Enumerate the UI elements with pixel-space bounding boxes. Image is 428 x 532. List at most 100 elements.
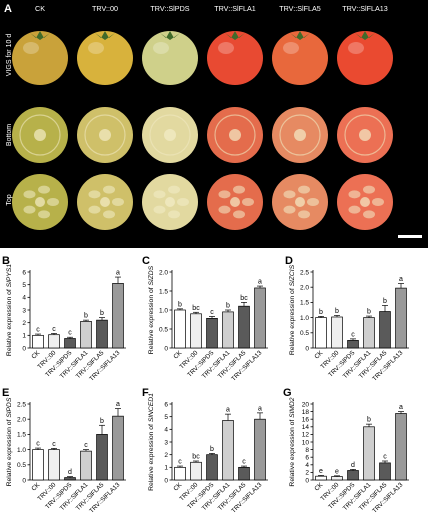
panel-letter-B: B xyxy=(2,255,10,267)
y-tick-label-5: 10 xyxy=(302,439,310,446)
bar-CK xyxy=(315,317,327,349)
significance-letter-4: c xyxy=(242,459,246,466)
y-tick-label-0: 0 xyxy=(305,345,309,352)
bar-CK xyxy=(174,309,186,349)
bar-TRV::SlFLA13 xyxy=(395,413,407,481)
y-tick-label-6: 12 xyxy=(302,432,310,439)
significance-letter-4: b xyxy=(383,298,387,305)
chart-panel-C: C 0 0.5 1.0 1.5 2.0 Relative expression of SlZ… xyxy=(142,255,268,383)
panel-a-letter: A xyxy=(4,3,12,15)
bar-TRV::SlFLA13 xyxy=(254,418,266,481)
significance-letter-3: b xyxy=(226,303,230,310)
fruit-whole-4 xyxy=(272,31,328,85)
y-tick-label-2: 2 xyxy=(22,320,26,327)
y-tick-label-2: 1.0 xyxy=(300,315,309,322)
y-axis-label: Relative expression of SlPYS1 xyxy=(6,264,13,356)
fruit-bottom-section-0 xyxy=(12,107,68,163)
y-axis-label: Relative expression of SlZCIS xyxy=(289,264,296,355)
panel-letter-D: D xyxy=(285,255,293,267)
bar-TRV::00 xyxy=(48,449,60,481)
y-tick-label-6: 6 xyxy=(22,269,26,276)
significance-letter-3: a xyxy=(226,407,230,414)
significance-letter-5: a xyxy=(116,401,120,408)
category-label-0: CK xyxy=(313,481,325,493)
significance-letter-2: d xyxy=(351,462,355,469)
bar-TRV::00 xyxy=(190,313,202,349)
significance-letter-1: bc xyxy=(192,305,200,312)
significance-letter-1: e xyxy=(335,468,339,475)
bar-TRV::SlFLA1 xyxy=(222,420,234,481)
fruit-top-section-1 xyxy=(77,174,133,230)
bar-TRV::SlPDS xyxy=(347,470,359,481)
bar-TRV::SlFLA1 xyxy=(222,311,234,349)
significance-letter-3: b xyxy=(84,313,88,320)
row-label-1: Bottom xyxy=(6,124,13,146)
y-tick-label-2: 4 xyxy=(305,462,309,469)
panel-letter-G: G xyxy=(283,387,292,399)
y-tick-label-4: 8 xyxy=(305,447,309,454)
significance-letter-1: c xyxy=(52,441,56,448)
bar-TRV::00 xyxy=(48,334,60,349)
fruit-whole-3 xyxy=(207,31,263,85)
y-tick-label-6: 6 xyxy=(164,401,168,408)
significance-letter-1: bc xyxy=(192,454,200,461)
significance-letter-2: d xyxy=(68,469,72,476)
y-tick-label-3: 1.5 xyxy=(300,300,309,307)
significance-letter-1: c xyxy=(52,326,56,333)
y-tick-label-1: 0.5 xyxy=(159,326,168,333)
y-tick-label-1: 0.5 xyxy=(17,462,26,469)
column-label-0: CK xyxy=(35,4,45,13)
category-label-0: CK xyxy=(30,481,42,493)
significance-letter-3: b xyxy=(367,309,371,316)
bar-TRV::SlFLA5 xyxy=(96,434,108,481)
panel-letter-E: E xyxy=(2,387,9,399)
row-label-0: VIGS for 10 d xyxy=(6,34,13,77)
bar-TRV::SlFLA13 xyxy=(112,415,124,481)
fruit-top-section-2 xyxy=(142,174,198,230)
y-axis-label: Relative expression of SlNCED1 xyxy=(148,393,155,491)
bar-TRV::SlFLA13 xyxy=(254,287,266,349)
scale-bar xyxy=(398,235,422,238)
significance-letter-4: c xyxy=(383,454,387,461)
y-tick-label-2: 2 xyxy=(164,452,168,459)
category-label-0: CK xyxy=(313,349,325,361)
y-tick-label-0: 0 xyxy=(164,345,168,352)
bar-TRV::SlPDS xyxy=(206,318,218,349)
y-tick-label-9: 18 xyxy=(302,409,310,416)
y-tick-label-4: 2.0 xyxy=(159,269,168,276)
y-tick-label-5: 2.5 xyxy=(300,269,309,276)
bar-TRV::SlFLA1 xyxy=(363,317,375,349)
y-tick-label-4: 4 xyxy=(22,295,26,302)
chart-panel-D: D 0 0.5 1.0 1.5 2.0 2.5 Relative expression of … xyxy=(285,255,409,383)
chart-panel-F: F 0 1 2 3 4 5 6 Relative expression of SlNCED1 c C… xyxy=(142,387,268,515)
significance-letter-1: b xyxy=(335,308,339,315)
y-tick-label-1: 2 xyxy=(305,470,309,477)
fruit-top-section-5 xyxy=(337,174,393,230)
y-axis-label: Relative expression of SlZDS xyxy=(148,265,155,354)
y-tick-label-7: 14 xyxy=(302,424,310,431)
column-labels: CK TRV::00 TRV::SlPDS TRV::SlFLA1 TRV::SlFLA… xyxy=(35,4,388,13)
y-tick-label-8: 16 xyxy=(302,417,310,424)
bar-TRV::SlPDS xyxy=(64,477,76,481)
bar-TRV::SlFLA5 xyxy=(238,466,250,481)
significance-letter-3: b xyxy=(367,417,371,424)
y-tick-label-1: 0.5 xyxy=(300,330,309,337)
y-tick-label-4: 4 xyxy=(164,427,168,434)
y-tick-label-2: 1.0 xyxy=(17,447,26,454)
fruit-whole-1 xyxy=(77,31,133,85)
y-tick-label-4: 2.0 xyxy=(17,417,26,424)
column-label-5: TRV::SlFLA13 xyxy=(342,4,388,13)
y-tick-label-2: 1.0 xyxy=(159,307,168,314)
significance-letter-2: c xyxy=(351,331,355,338)
y-tick-label-10: 20 xyxy=(302,401,310,408)
bar-CK xyxy=(32,334,44,349)
y-tick-label-1: 1 xyxy=(164,465,168,472)
category-label-0: CK xyxy=(30,349,42,361)
significance-letter-0: c xyxy=(178,459,182,466)
y-tick-label-5: 5 xyxy=(164,414,168,421)
significance-letter-5: a xyxy=(258,279,262,286)
bar-TRV::SlPDS xyxy=(64,338,76,349)
column-label-1: TRV::00 xyxy=(92,4,118,13)
bar-CK xyxy=(174,466,186,481)
y-tick-label-3: 1.5 xyxy=(159,288,168,295)
